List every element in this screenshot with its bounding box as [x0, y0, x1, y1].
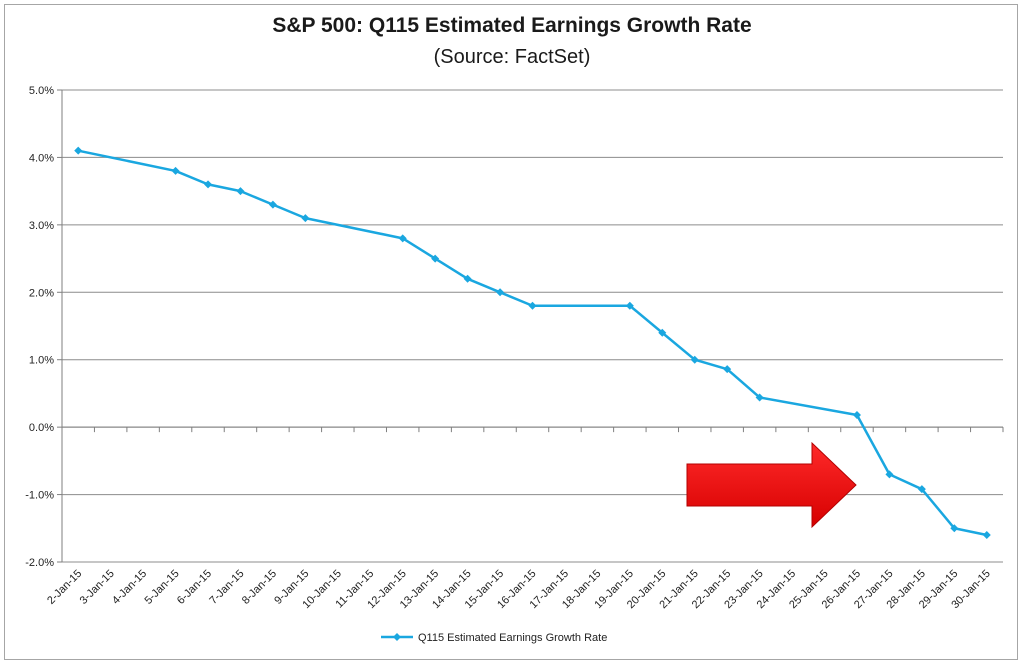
y-tick-label: -1.0% [25, 490, 54, 502]
y-tick-label: 4.0% [29, 152, 54, 164]
y-tick-label: 1.0% [29, 355, 54, 367]
x-tick-label: 2-Jan-15 [45, 568, 84, 607]
data-point [74, 146, 83, 155]
x-tick-label: 3-Jan-15 [78, 568, 117, 607]
data-point [301, 214, 310, 223]
data-point [690, 355, 699, 364]
chart-subtitle: (Source: FactSet) [433, 46, 591, 68]
annotations [686, 441, 857, 529]
data-point [982, 531, 991, 540]
x-tick-label: 5-Jan-15 [143, 568, 182, 607]
data-point [852, 411, 861, 420]
data-point [755, 393, 764, 402]
data-point [658, 328, 667, 337]
series-q115 [74, 146, 991, 540]
x-tick-label: 8-Jan-15 [240, 568, 279, 607]
y-tick-labels: -2.0% -1.0% 0.0% 1.0% 2.0% 3.0% 4.0% 5.0% [25, 85, 54, 569]
legend: Q115 Estimated Earnings Growth Rate [381, 632, 607, 644]
data-point [885, 470, 894, 479]
x-tick-labels: 2-Jan-153-Jan-154-Jan-155-Jan-156-Jan-15… [45, 568, 993, 612]
y-tick-label: 0.0% [29, 422, 54, 434]
data-point [236, 187, 245, 196]
x-tick-label: 4-Jan-15 [110, 568, 149, 607]
chart-frame [4, 4, 1018, 660]
y-tick-label: 5.0% [29, 85, 54, 97]
data-point [398, 234, 407, 243]
x-tick-label: 6-Jan-15 [175, 568, 214, 607]
legend-marker [393, 633, 401, 641]
data-point [463, 274, 472, 283]
data-point [171, 166, 180, 175]
red-arrow-annotation [686, 441, 857, 529]
x-tick-label: 7-Jan-15 [207, 568, 246, 607]
data-point [496, 288, 505, 297]
chart-title: S&P 500: Q115 Estimated Earnings Growth … [272, 14, 752, 37]
data-point [431, 254, 440, 263]
data-point [268, 200, 277, 209]
legend-label: Q115 Estimated Earnings Growth Rate [418, 632, 607, 644]
data-point [723, 365, 732, 374]
y-tick-label: 2.0% [29, 287, 54, 299]
series-line [77, 149, 988, 537]
data-point [204, 180, 213, 189]
data-point [528, 301, 537, 310]
data-point [625, 301, 634, 310]
data-point [917, 485, 926, 494]
axes [57, 89, 1004, 563]
y-tick-label: 3.0% [29, 220, 54, 232]
grid-lines [62, 89, 1003, 563]
y-tick-label: -2.0% [25, 557, 54, 569]
data-point [950, 524, 959, 533]
